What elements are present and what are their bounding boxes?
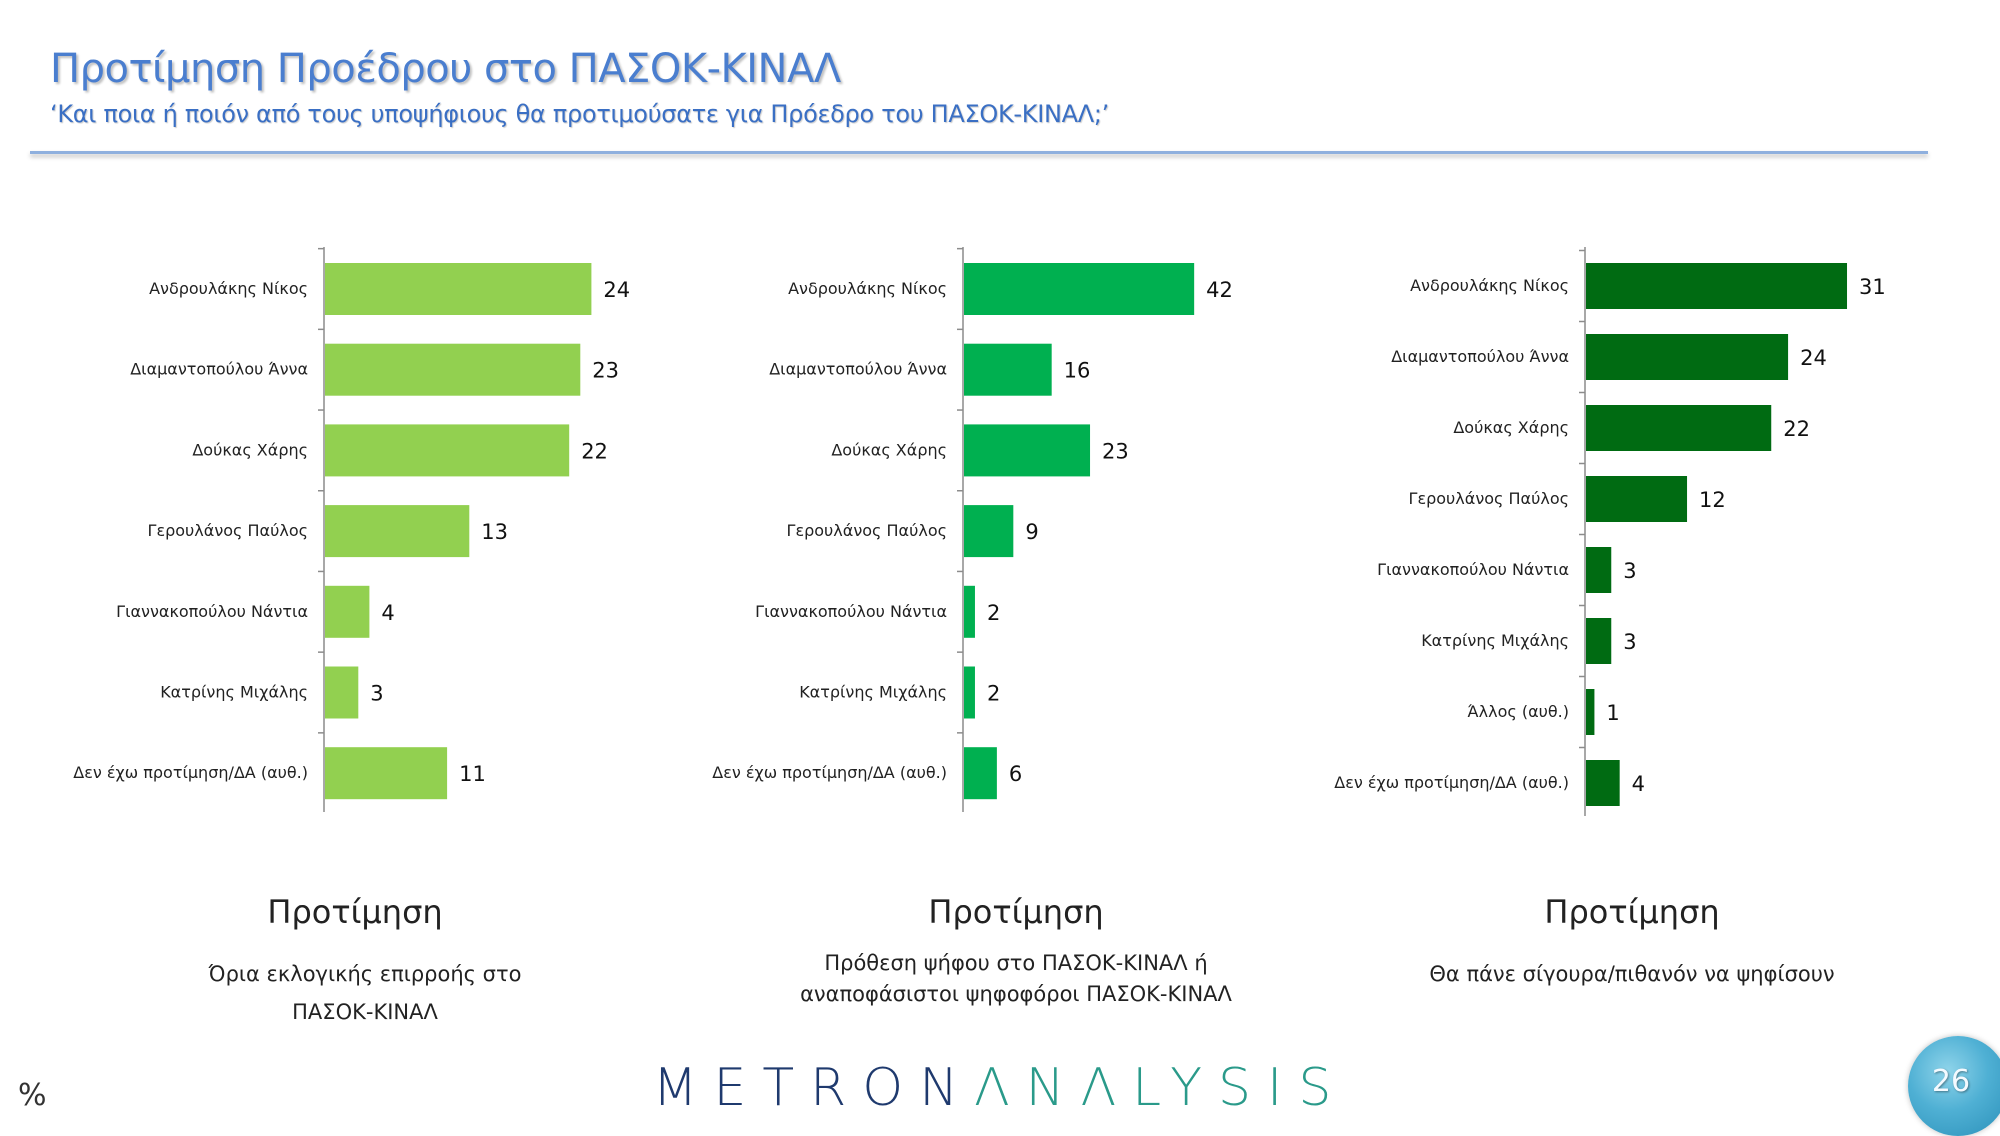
category-label: Κατρίνης Μιχάλης xyxy=(160,683,308,702)
page-number: 26 xyxy=(1931,1064,1971,1099)
chart2-caption-title: Προτίμηση xyxy=(928,893,1104,931)
bar xyxy=(1586,263,1848,309)
chart1-caption-title: Προτίμηση xyxy=(267,893,443,931)
bar xyxy=(964,666,975,719)
bar xyxy=(964,424,1091,477)
data-label: 23 xyxy=(1102,439,1129,463)
data-label: 42 xyxy=(1206,278,1233,302)
chart1-caption-line: Όρια εκλογικής επιρροής στο xyxy=(208,962,522,986)
page-number-badge: 26 xyxy=(1908,1036,2000,1136)
chart-2: Ανδρουλάκης Νίκος 42 Διαμαντοπούλου Άννα 16… xyxy=(712,247,1233,812)
bar xyxy=(325,424,570,477)
category-label: Δεν έχω προτίμηση/ΔΑ (αυθ.) xyxy=(73,763,308,782)
category-label: Ανδρουλάκης Νίκος xyxy=(1410,276,1569,295)
category-label: Δούκας Χάρης xyxy=(192,440,308,459)
bar xyxy=(1586,334,1789,380)
category-label: Διαμαντοπούλου Άννα xyxy=(1391,347,1569,366)
bar xyxy=(1586,547,1612,593)
bar xyxy=(964,263,1195,315)
data-label: 3 xyxy=(370,682,383,706)
data-label: 24 xyxy=(1800,346,1827,370)
bar xyxy=(964,747,997,800)
bar xyxy=(325,505,470,558)
bar xyxy=(325,343,581,396)
bar xyxy=(964,505,1014,558)
data-label: 1 xyxy=(1606,701,1619,725)
bar xyxy=(325,263,592,315)
data-label: 3 xyxy=(1623,630,1636,654)
data-label: 4 xyxy=(1632,772,1645,796)
category-label: Ανδρουλάκης Νίκος xyxy=(788,279,947,298)
chart2-caption-line: αναποφάσιστοι ψηφοφόροι ΠΑΣΟΚ-ΚΙΝΑΛ xyxy=(800,982,1232,1006)
category-label: Άλλος (αυθ.) xyxy=(1468,702,1569,721)
data-label: 13 xyxy=(481,520,508,544)
category-label: Κατρίνης Μιχάλης xyxy=(799,683,947,702)
page-subtitle: ‘Και ποια ή ποιόν από τους υποψήφιους θα… xyxy=(50,100,1109,128)
chart1-caption-line: ΠΑΣΟΚ-ΚΙΝΑΛ xyxy=(292,1000,438,1024)
bar xyxy=(964,343,1052,396)
bar xyxy=(325,585,370,638)
page-title: Προτίμηση Προέδρου στο ΠΑΣΟΚ-ΚΙΝΑΛ xyxy=(50,46,841,92)
data-label: 31 xyxy=(1859,275,1886,299)
metron-analysis-logo: METRONΛNΛLYSIS xyxy=(653,1058,1348,1118)
data-label: 11 xyxy=(459,762,486,786)
chart2-caption-subtitle: Πρόθεση ψήφου στο ΠΑΣΟΚ-ΚΙΝΑΛ ή αναποφάσ… xyxy=(800,948,1232,1010)
category-label: Γερουλάνος Παύλος xyxy=(148,521,308,540)
data-label: 3 xyxy=(1623,559,1636,583)
data-label: 12 xyxy=(1699,488,1726,512)
data-label: 16 xyxy=(1064,359,1091,383)
data-label: 2 xyxy=(987,601,1000,625)
data-label: 22 xyxy=(1783,417,1810,441)
category-label: Γερουλάνος Παύλος xyxy=(1409,489,1569,508)
chart3-caption-line: Θα πάνε σίγουρα/πιθανόν να ψηφίσουν xyxy=(1429,962,1835,986)
category-label: Δούκας Χάρης xyxy=(1453,418,1569,437)
bar xyxy=(964,585,975,638)
logo-part-analysis: ΛNΛLYSIS xyxy=(974,1058,1348,1118)
data-label: 6 xyxy=(1009,762,1022,786)
bar xyxy=(325,666,359,719)
bar xyxy=(1586,405,1772,451)
category-label: Διαμαντοπούλου Άννα xyxy=(769,360,947,379)
category-label: Δεν έχω προτίμηση/ΔΑ (αυθ.) xyxy=(1334,773,1569,792)
unit-percent-label: % xyxy=(18,1078,47,1113)
bar xyxy=(325,747,448,800)
bar xyxy=(1586,476,1688,522)
category-label: Γιαννακοπούλου Νάντια xyxy=(755,602,947,621)
logo-part-metron: METRON xyxy=(652,1058,975,1118)
category-label: Γιαννακοπούλου Νάντια xyxy=(116,602,308,621)
chart3-caption-title: Προτίμηση xyxy=(1544,893,1720,931)
data-label: 4 xyxy=(381,601,394,625)
category-label: Ανδρουλάκης Νίκος xyxy=(149,279,308,298)
category-label: Δεν έχω προτίμηση/ΔΑ (αυθ.) xyxy=(712,763,947,782)
chart3-caption-subtitle: Θα πάνε σίγουρα/πιθανόν να ψηφίσουν xyxy=(1429,955,1834,993)
category-label: Διαμαντοπούλου Άννα xyxy=(130,360,308,379)
data-label: 24 xyxy=(603,278,630,302)
chart2-caption-line: Πρόθεση ψήφου στο ΠΑΣΟΚ-ΚΙΝΑΛ ή xyxy=(824,951,1208,975)
chart1-caption-subtitle: Όρια εκλογικής επιρροής στο ΠΑΣΟΚ-ΚΙΝΑΛ xyxy=(209,955,522,1031)
category-label: Γιαννακοπούλου Νάντια xyxy=(1377,560,1569,579)
bar xyxy=(1586,760,1620,806)
bar xyxy=(1586,618,1612,664)
header-divider xyxy=(30,151,1928,154)
data-label: 2 xyxy=(987,682,1000,706)
chart-1: Ανδρουλάκης Νίκος 24 Διαμαντοπούλου Άννα 23… xyxy=(73,247,630,812)
category-label: Γερουλάνος Παύλος xyxy=(787,521,947,540)
category-label: Κατρίνης Μιχάλης xyxy=(1421,631,1569,650)
data-label: 23 xyxy=(592,359,619,383)
bar xyxy=(1586,689,1595,735)
category-label: Δούκας Χάρης xyxy=(831,440,947,459)
data-label: 9 xyxy=(1025,520,1038,544)
data-label: 22 xyxy=(581,439,608,463)
